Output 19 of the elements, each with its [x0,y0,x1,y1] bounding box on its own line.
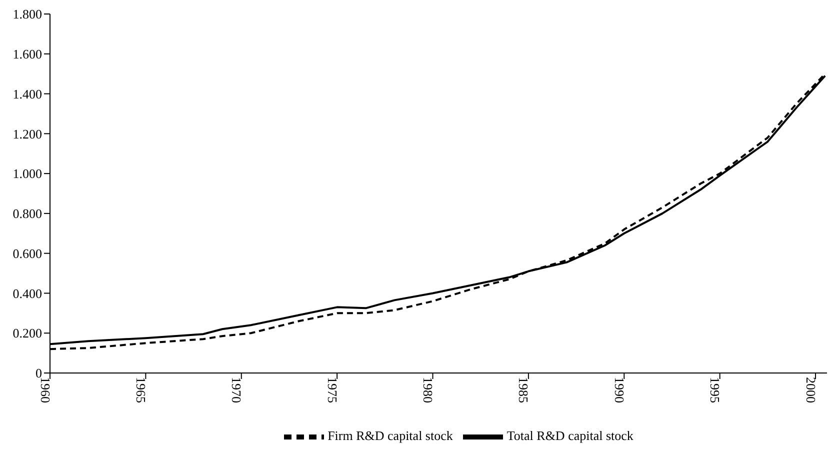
y-tick-label: 0.800 [12,206,42,222]
x-tick-label: 1980 [420,377,436,403]
x-tick-label: 1965 [133,377,148,403]
y-tick-label: 0.400 [12,286,42,301]
y-tick-label: 0.200 [12,326,42,341]
legend-label: Total R&D capital stock [506,428,634,443]
x-tick-label: 1970 [229,377,244,403]
x-tick-label: 2000 [803,377,818,403]
y-tick-label: 1.600 [12,46,42,62]
x-tick-label: 1995 [708,377,723,403]
y-tick-label: 0.600 [12,246,42,261]
x-tick-label: 1990 [612,377,627,403]
y-tick-label: 1.200 [12,126,42,142]
legend-label: Firm R&D capital stock [328,428,453,443]
y-tick-label: 1.400 [12,86,42,102]
x-tick-label: 1975 [324,377,340,403]
y-tick-label: 1.800 [12,6,42,22]
x-tick-label: 1985 [516,377,532,403]
y-tick-label: 1.000 [12,166,42,182]
